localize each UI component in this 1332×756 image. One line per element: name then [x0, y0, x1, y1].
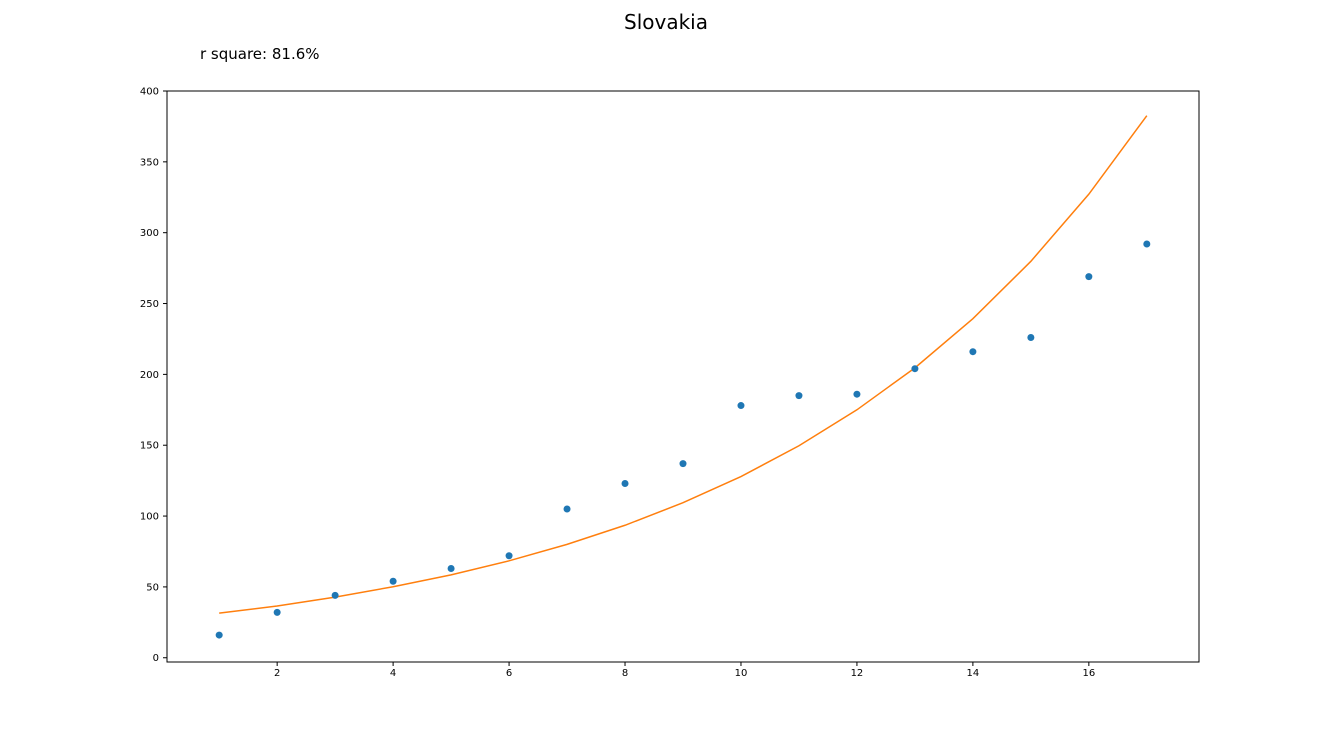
- data-point: [853, 390, 861, 398]
- data-point: [389, 577, 397, 585]
- x-tick-label: 2: [274, 668, 280, 679]
- data-point: [1027, 334, 1035, 342]
- x-tick-label: 4: [390, 668, 396, 679]
- y-tick-label: 250: [140, 299, 159, 310]
- y-tick-label: 50: [146, 582, 159, 593]
- data-point: [273, 608, 281, 616]
- fit-curve-line: [219, 115, 1148, 614]
- y-tick-label: 400: [140, 87, 159, 98]
- chart-title: Slovakia: [624, 10, 708, 34]
- x-tick-label: 10: [735, 668, 748, 679]
- x-tick-label: 6: [506, 668, 512, 679]
- y-tick-label: 200: [140, 370, 159, 381]
- x-tick-label: 12: [851, 668, 864, 679]
- data-point: [505, 552, 513, 560]
- data-point: [911, 365, 919, 373]
- data-point: [447, 564, 455, 572]
- x-tick-label: 14: [967, 668, 980, 679]
- x-tick-label: 16: [1082, 668, 1095, 679]
- y-tick-label: 150: [140, 441, 159, 452]
- data-point: [1143, 240, 1151, 248]
- data-point: [621, 479, 629, 487]
- data-point: [795, 392, 803, 400]
- plot-frame: [166, 90, 1200, 663]
- y-tick-label: 100: [140, 512, 159, 523]
- data-point: [679, 460, 687, 468]
- data-point: [737, 402, 745, 410]
- r-square-annotation: r square: 81.6%: [200, 45, 320, 63]
- y-tick-label: 0: [153, 653, 159, 664]
- data-point: [969, 348, 977, 356]
- y-tick-label: 350: [140, 157, 159, 168]
- data-point: [331, 591, 339, 599]
- data-point: [1085, 273, 1093, 281]
- y-tick-label: 300: [140, 228, 159, 239]
- axis-ticks: 2 4 6 8 10 12 14 16 0 50 100 150 200 250 300 350 400: [140, 87, 1095, 680]
- x-tick-label: 8: [622, 668, 628, 679]
- data-point: [215, 631, 223, 639]
- data-marks: [215, 115, 1151, 639]
- data-point: [563, 505, 571, 513]
